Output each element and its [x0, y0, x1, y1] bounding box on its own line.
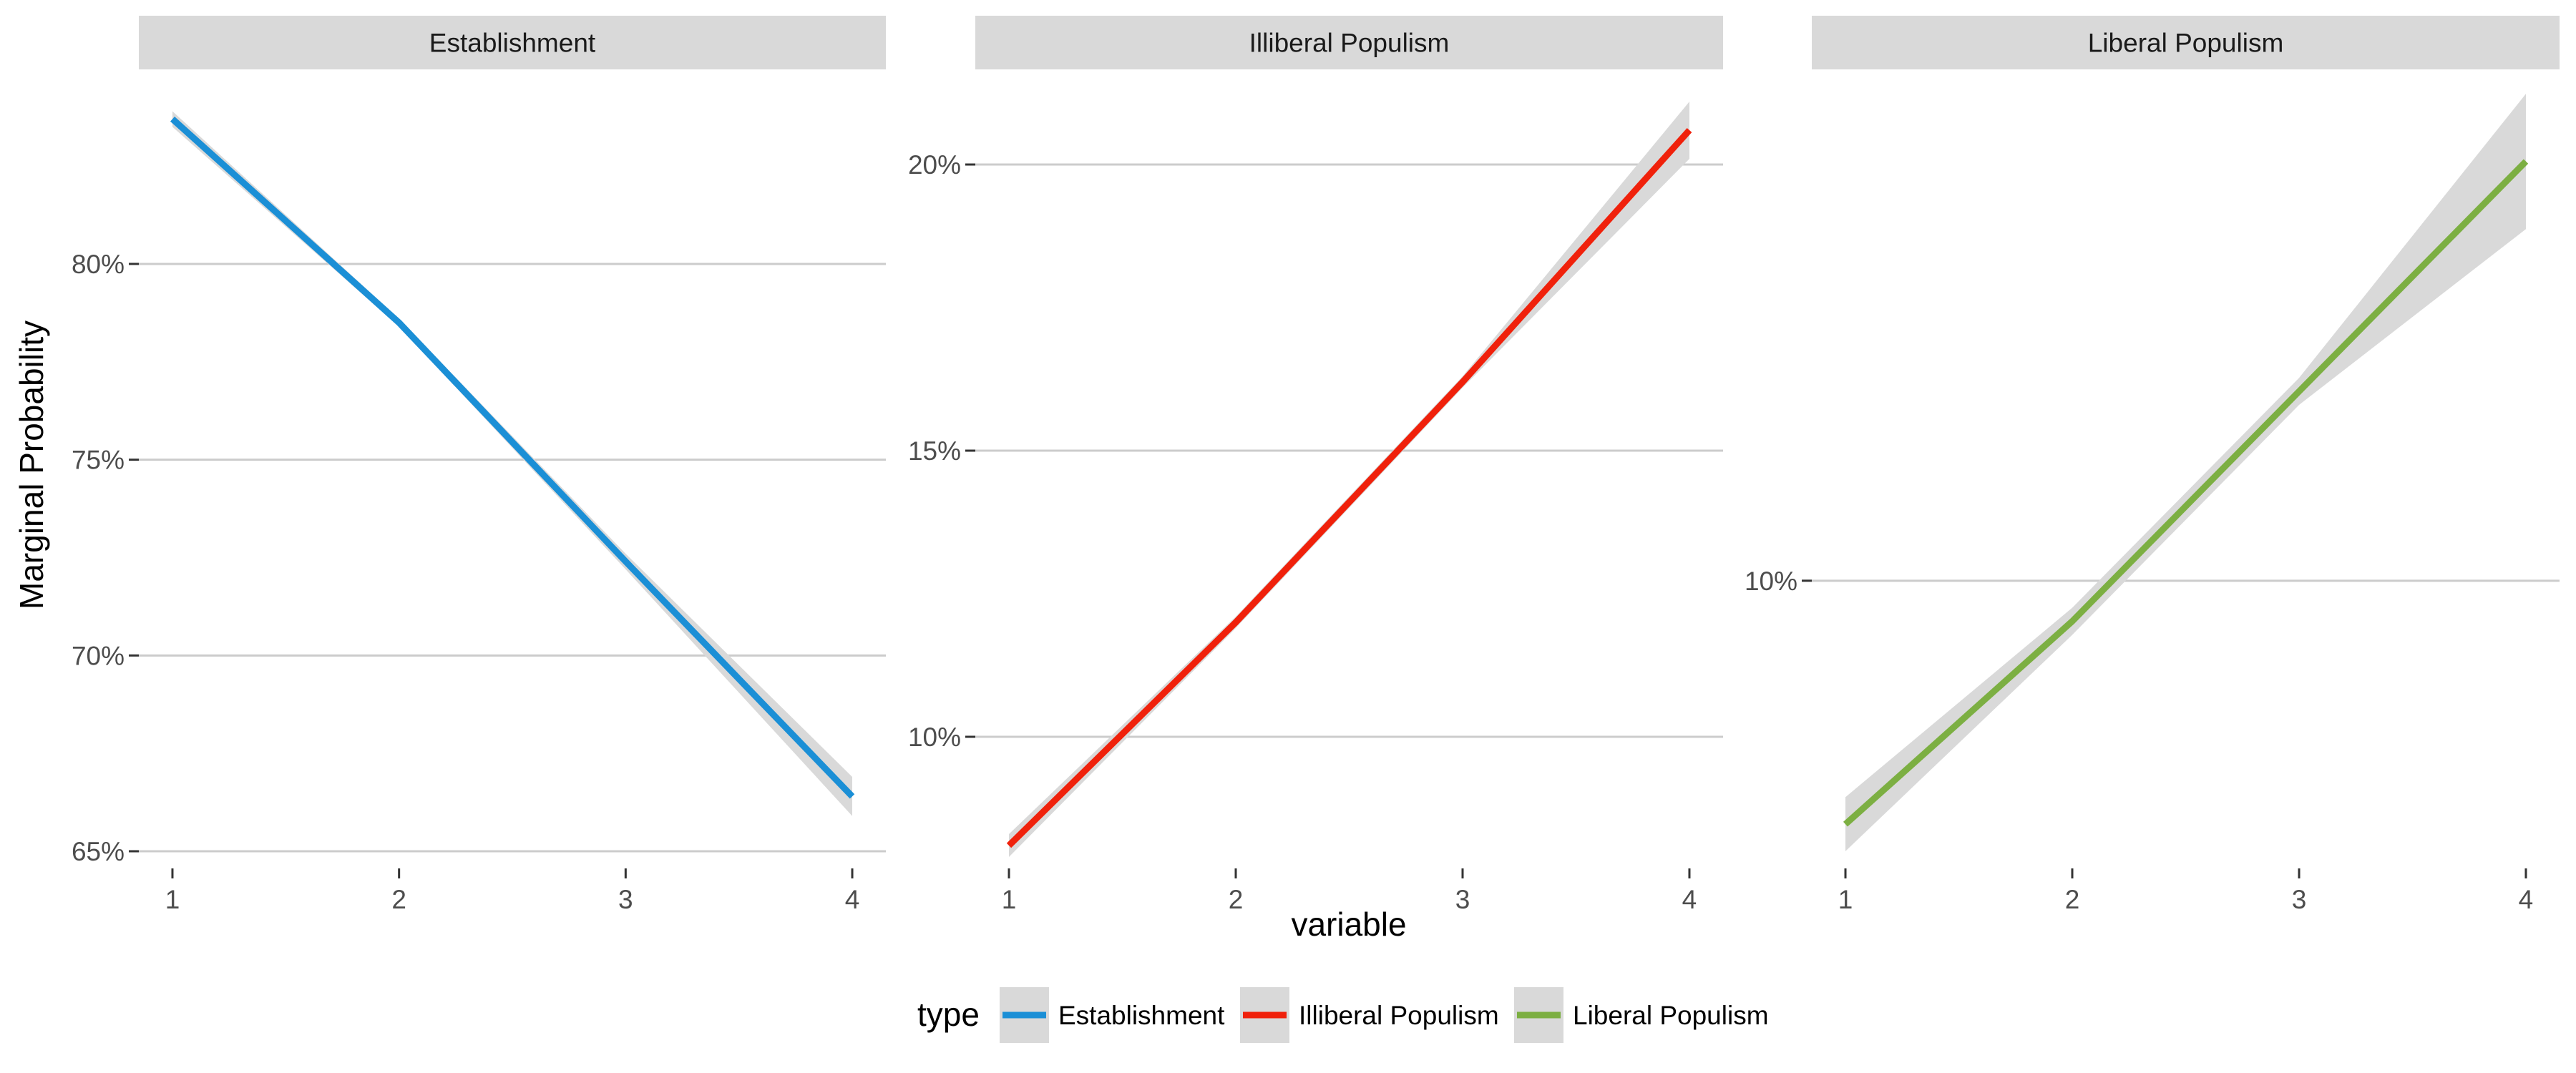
- y-tick-label: 15%: [908, 436, 961, 466]
- confidence-ribbon: [172, 111, 852, 816]
- x-tick-label: 1: [165, 885, 180, 914]
- series-line: [1843, 159, 2529, 827]
- x-axis-title: variable: [1291, 906, 1406, 943]
- x-tick-label: 3: [618, 885, 633, 914]
- legend-label: Liberal Populism: [1573, 1001, 1769, 1030]
- y-tick-label: 70%: [72, 641, 125, 670]
- facet-panel-2: Illiberal Populism 10% 15% 20% 1 2 3 4: [908, 16, 1723, 914]
- legend-title: type: [917, 996, 980, 1033]
- facet-strip-label: Illiberal Populism: [1249, 29, 1450, 58]
- facet-strip-background: [139, 16, 886, 69]
- legend-item: Illiberal Populism: [1240, 987, 1499, 1043]
- legend: type Establishment Illiberal Populism Libe…: [917, 987, 1769, 1043]
- y-axis-title: Marginal Probability: [13, 320, 50, 609]
- facet-strip-label: Establishment: [429, 29, 596, 58]
- y-tick-label: 75%: [72, 446, 125, 475]
- x-tick-label: 4: [2519, 885, 2534, 914]
- series-line: [170, 117, 855, 799]
- facet-panel-3: Liberal Populism 10% 1 2 3 4: [1745, 16, 2560, 914]
- facet-strip-label: Liberal Populism: [2088, 29, 2284, 58]
- x-tick-label: 4: [1682, 885, 1697, 914]
- x-tick-label: 1: [1002, 885, 1017, 914]
- series-line: [1006, 127, 1692, 848]
- facet-strip-background: [975, 16, 1723, 69]
- x-tick-label: 2: [391, 885, 406, 914]
- legend-label: Illiberal Populism: [1299, 1001, 1499, 1030]
- x-tick-label: 2: [1229, 885, 1244, 914]
- x-tick-label: 4: [845, 885, 860, 914]
- y-tick-label: 20%: [908, 150, 961, 180]
- x-tick-label: 3: [2292, 885, 2307, 914]
- facet-panel-1: Establishment 65% 70% 75% 80% 1 2 3 4: [72, 16, 886, 914]
- legend-item: Establishment: [1000, 987, 1225, 1043]
- legend-keys: Establishment Illiberal Populism Liberal P…: [1000, 987, 1769, 1043]
- x-tick-label: 2: [2065, 885, 2080, 914]
- confidence-ribbon: [1845, 94, 2526, 852]
- y-tick-label: 10%: [1745, 567, 1797, 596]
- legend-item: Liberal Populism: [1514, 987, 1769, 1043]
- x-tick-label: 3: [1455, 885, 1470, 914]
- x-tick-label: 1: [1838, 885, 1853, 914]
- facet-strip-background: [1812, 16, 2560, 69]
- y-tick-label: 65%: [72, 837, 125, 866]
- legend-label: Establishment: [1058, 1001, 1225, 1030]
- y-tick-label: 80%: [72, 250, 125, 279]
- y-tick-label: 10%: [908, 722, 961, 752]
